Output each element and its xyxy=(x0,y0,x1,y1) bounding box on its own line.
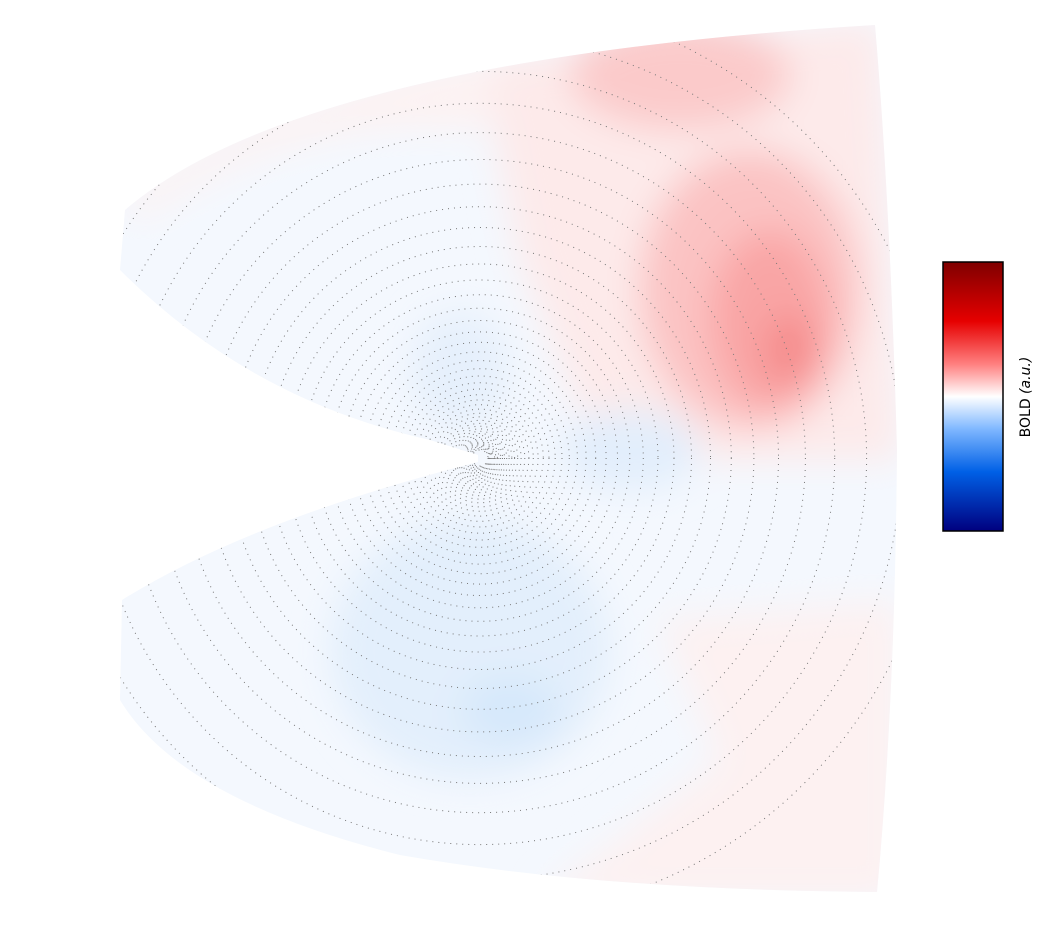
mesh-arc xyxy=(205,183,755,733)
mesh-arc xyxy=(397,375,563,541)
mesh-arc xyxy=(120,70,868,846)
colorbar-unit: (a.u.) xyxy=(1018,357,1034,394)
mesh-arc xyxy=(438,416,522,500)
mesh-arc xyxy=(452,430,508,486)
mesh-arc xyxy=(390,368,570,548)
mesh-arc xyxy=(450,428,510,488)
mesh-arc xyxy=(249,227,711,689)
mesh-arc xyxy=(342,320,618,596)
mesh-arc xyxy=(455,433,505,483)
mesh-arc xyxy=(382,360,578,556)
colorbar xyxy=(942,261,1004,532)
flat-map xyxy=(120,25,897,892)
mesh-arc xyxy=(470,448,490,468)
mesh-arc xyxy=(124,102,836,814)
colorbar-label-text: BOLD xyxy=(1018,398,1034,437)
mesh-lines xyxy=(120,25,897,892)
mesh-arc xyxy=(470,448,490,468)
mesh-arc xyxy=(441,419,519,497)
mesh-arc xyxy=(426,404,534,512)
mesh-arc xyxy=(469,447,491,469)
mesh-arc xyxy=(467,445,493,471)
mesh-arc xyxy=(447,425,513,491)
mesh-arc xyxy=(460,438,500,478)
mesh-arc xyxy=(463,441,497,475)
mesh-arc xyxy=(464,442,496,474)
mesh-arc xyxy=(468,446,492,470)
mesh-arc xyxy=(353,331,607,585)
mesh-arc xyxy=(457,435,503,481)
mesh-arc xyxy=(373,351,587,565)
mesh-arc xyxy=(363,341,597,575)
mesh-arc xyxy=(181,159,779,757)
colorbar-label: BOLD (a.u.) xyxy=(1018,357,1034,438)
mesh-arc xyxy=(285,263,675,653)
mesh-arc xyxy=(430,408,530,508)
mesh-arc xyxy=(404,382,556,534)
mesh-arc xyxy=(268,246,692,670)
mesh-arc xyxy=(466,444,494,472)
mesh-arc xyxy=(458,436,502,480)
mesh-arc xyxy=(154,132,806,784)
mesh-arc xyxy=(434,412,526,504)
mesh-arc xyxy=(421,399,539,517)
mesh-arc xyxy=(228,206,732,710)
